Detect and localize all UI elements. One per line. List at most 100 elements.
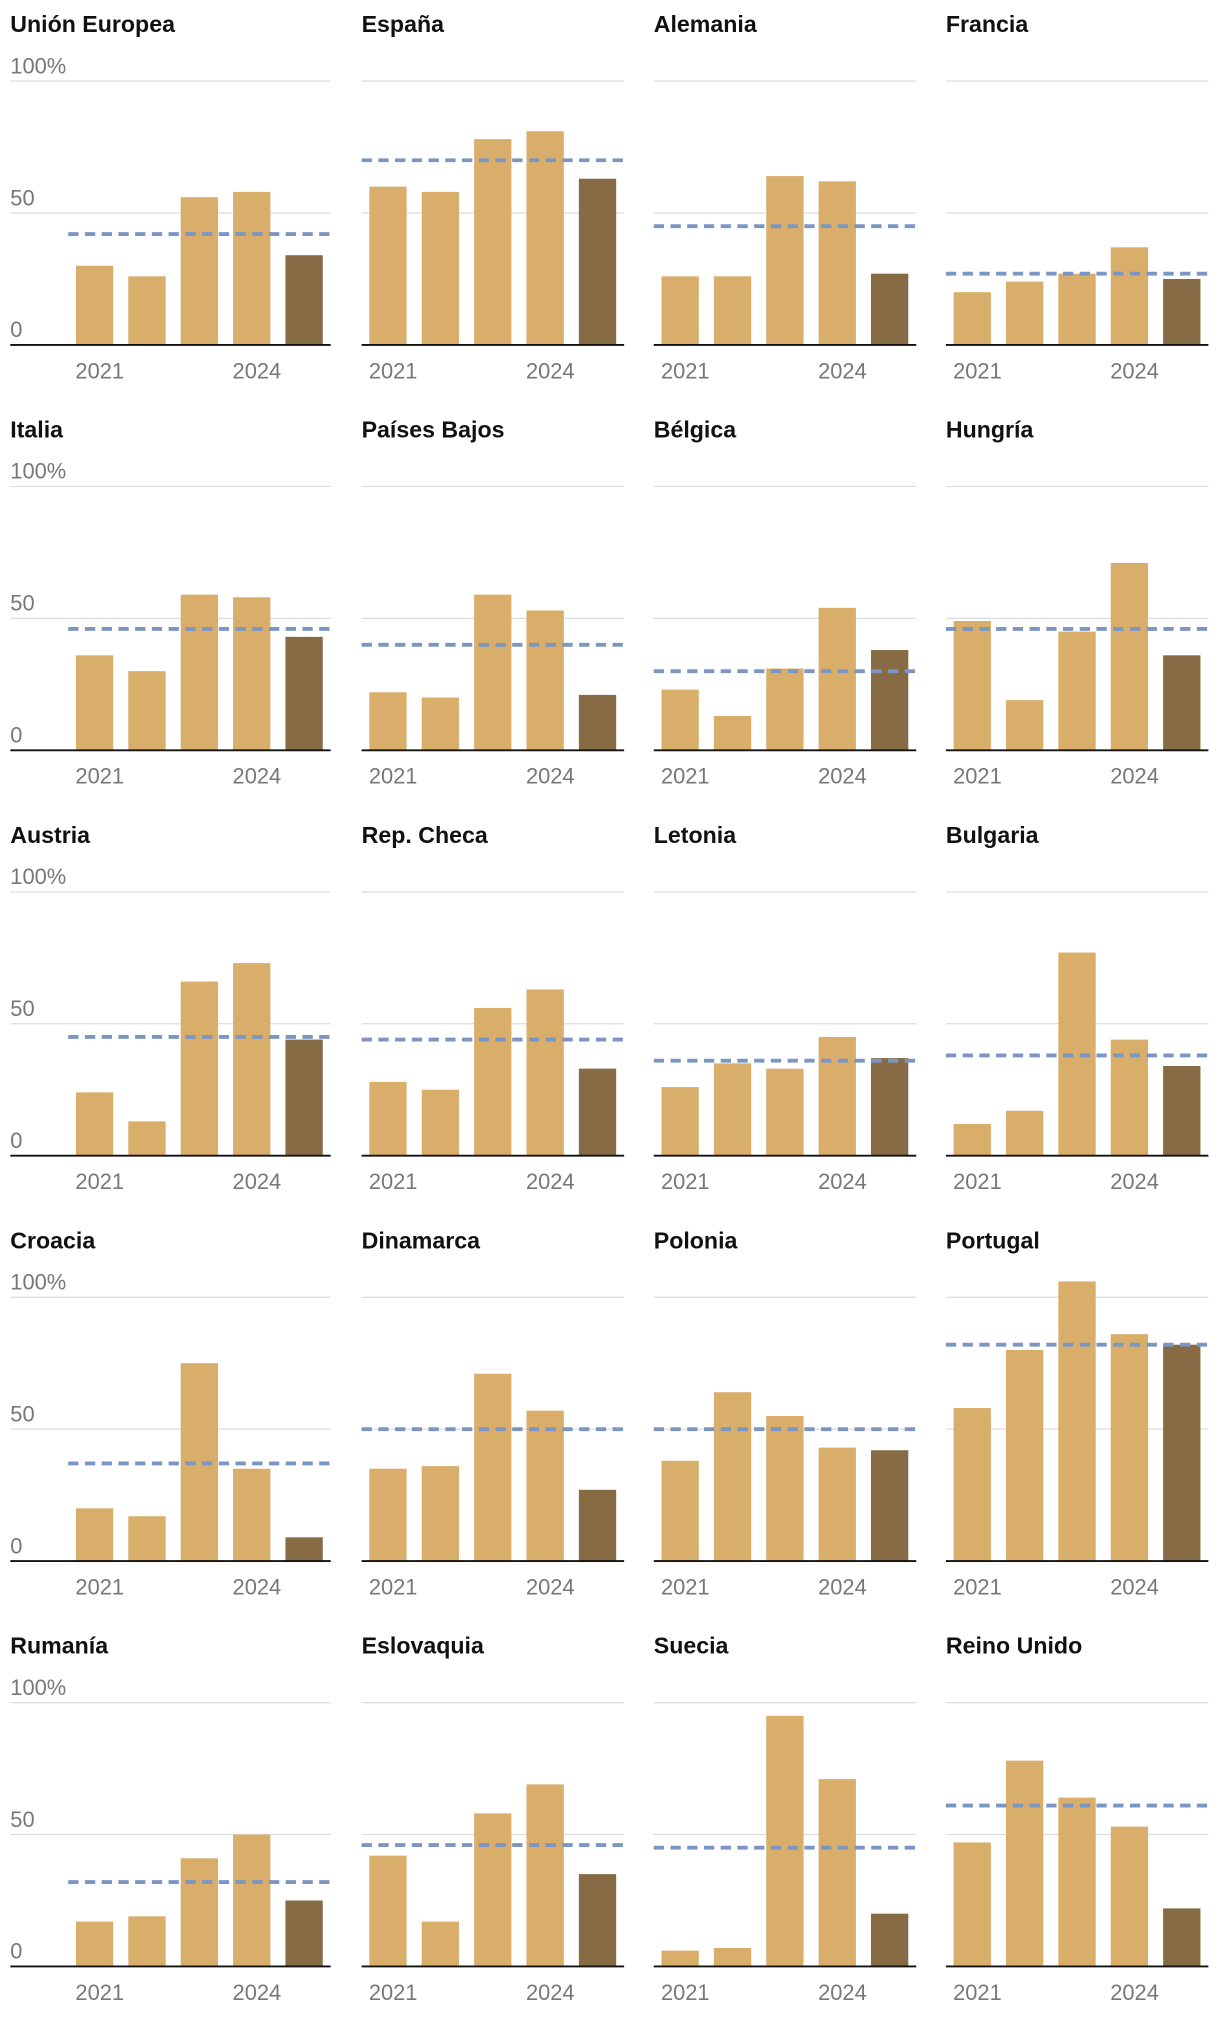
- x-tick-label: 2021: [953, 358, 1002, 383]
- y-tick-label: 50: [10, 591, 34, 616]
- x-tick-label: 2021: [661, 1980, 710, 2005]
- panel-title: Francia: [946, 11, 1029, 37]
- bar: [526, 610, 564, 751]
- panel-title: Bulgaria: [946, 822, 1040, 848]
- bar: [526, 1784, 564, 1967]
- x-tick-label: 2024: [1110, 1575, 1159, 1600]
- x-tick-label: 2024: [233, 764, 282, 789]
- bar: [474, 1007, 512, 1156]
- x-tick-label: 2021: [369, 1575, 418, 1600]
- y-tick-label: 50: [10, 996, 34, 1021]
- bar: [578, 1874, 617, 1967]
- bar: [233, 191, 271, 345]
- bar: [578, 1489, 617, 1562]
- bar: [870, 650, 909, 751]
- bar: [953, 1408, 991, 1562]
- x-tick-label: 2021: [369, 358, 418, 383]
- panel-title: Alemania: [654, 11, 758, 37]
- x-tick-label: 2024: [1110, 358, 1159, 383]
- x-tick-label: 2024: [526, 1575, 575, 1600]
- panel-title: Rumanía: [10, 1633, 109, 1659]
- bar: [870, 1450, 909, 1562]
- bar: [953, 1124, 991, 1156]
- panel-title: Croacia: [10, 1227, 96, 1253]
- bar: [661, 689, 699, 751]
- bar: [578, 694, 617, 751]
- bar: [233, 1468, 271, 1562]
- bar: [1110, 562, 1149, 751]
- bar: [285, 255, 323, 345]
- bar: [953, 1842, 991, 1967]
- bar: [661, 276, 699, 345]
- bar: [180, 197, 219, 345]
- bar: [128, 1121, 166, 1156]
- y-tick-label: 0: [10, 317, 22, 342]
- bar: [526, 1410, 564, 1562]
- bar: [75, 1508, 114, 1562]
- x-tick-label: 2021: [661, 1575, 710, 1600]
- x-tick-label: 2024: [233, 358, 282, 383]
- panel-title: Letonia: [654, 822, 737, 848]
- bar: [128, 1516, 166, 1562]
- bar: [369, 186, 407, 345]
- x-tick-label: 2021: [953, 764, 1002, 789]
- y-tick-label: 50: [10, 185, 34, 210]
- x-tick-label: 2024: [233, 1169, 282, 1194]
- x-tick-label: 2021: [953, 1575, 1002, 1600]
- bar: [233, 597, 271, 751]
- y-tick-label: 100%: [10, 1270, 66, 1295]
- bar: [180, 981, 219, 1156]
- bar: [766, 668, 804, 751]
- x-tick-label: 2021: [369, 764, 418, 789]
- bar: [128, 1916, 166, 1967]
- x-tick-label: 2024: [818, 1575, 867, 1600]
- bar: [1110, 1039, 1149, 1156]
- bar: [713, 276, 752, 345]
- bar: [818, 607, 856, 751]
- bar: [818, 181, 856, 345]
- x-tick-label: 2021: [75, 358, 124, 383]
- bar: [526, 131, 564, 345]
- bar: [1163, 655, 1201, 751]
- bar: [1163, 1344, 1201, 1562]
- bar: [1058, 631, 1096, 751]
- bar: [1163, 278, 1201, 345]
- x-tick-label: 2024: [818, 358, 867, 383]
- x-tick-label: 2021: [661, 358, 710, 383]
- bar: [661, 1460, 699, 1562]
- x-tick-label: 2021: [661, 1169, 710, 1194]
- bar: [661, 1950, 699, 1967]
- bar: [1005, 1350, 1044, 1562]
- panel-title: Austria: [10, 822, 91, 848]
- panel-title: Suecia: [654, 1633, 730, 1659]
- bar: [233, 963, 271, 1156]
- bar: [421, 1466, 460, 1562]
- panel-title: Eslovaquia: [362, 1633, 485, 1659]
- panel-title: Reino Unido: [946, 1633, 1082, 1659]
- bar: [1110, 1334, 1149, 1562]
- bar: [421, 191, 460, 345]
- bar: [578, 1068, 617, 1156]
- x-tick-label: 2024: [526, 764, 575, 789]
- x-tick-label: 2021: [369, 1980, 418, 2005]
- x-tick-label: 2024: [818, 1980, 867, 2005]
- bar: [1058, 273, 1096, 345]
- bar: [1005, 281, 1044, 345]
- bar: [421, 697, 460, 751]
- bar: [285, 1039, 323, 1156]
- bar: [713, 1947, 752, 1967]
- bar: [713, 1392, 752, 1562]
- x-tick-label: 2021: [953, 1169, 1002, 1194]
- bar: [285, 636, 323, 751]
- y-tick-label: 100%: [10, 864, 66, 889]
- y-tick-label: 100%: [10, 53, 66, 78]
- x-tick-label: 2024: [1110, 1169, 1159, 1194]
- x-tick-label: 2021: [75, 1169, 124, 1194]
- bar: [953, 292, 991, 345]
- bar: [1163, 1065, 1201, 1156]
- bar: [526, 989, 564, 1156]
- bar: [818, 1779, 856, 1967]
- x-tick-label: 2021: [75, 764, 124, 789]
- x-tick-label: 2021: [661, 764, 710, 789]
